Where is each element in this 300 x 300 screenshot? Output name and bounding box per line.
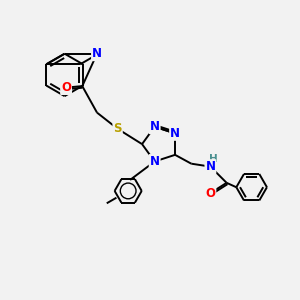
Text: O: O	[206, 187, 215, 200]
Text: N: N	[150, 120, 160, 133]
Text: S: S	[113, 122, 122, 135]
Text: N: N	[170, 127, 180, 140]
Text: N: N	[92, 47, 102, 60]
Text: H: H	[209, 154, 218, 164]
Text: N: N	[206, 160, 215, 173]
Text: O: O	[61, 81, 71, 94]
Text: N: N	[150, 155, 160, 168]
